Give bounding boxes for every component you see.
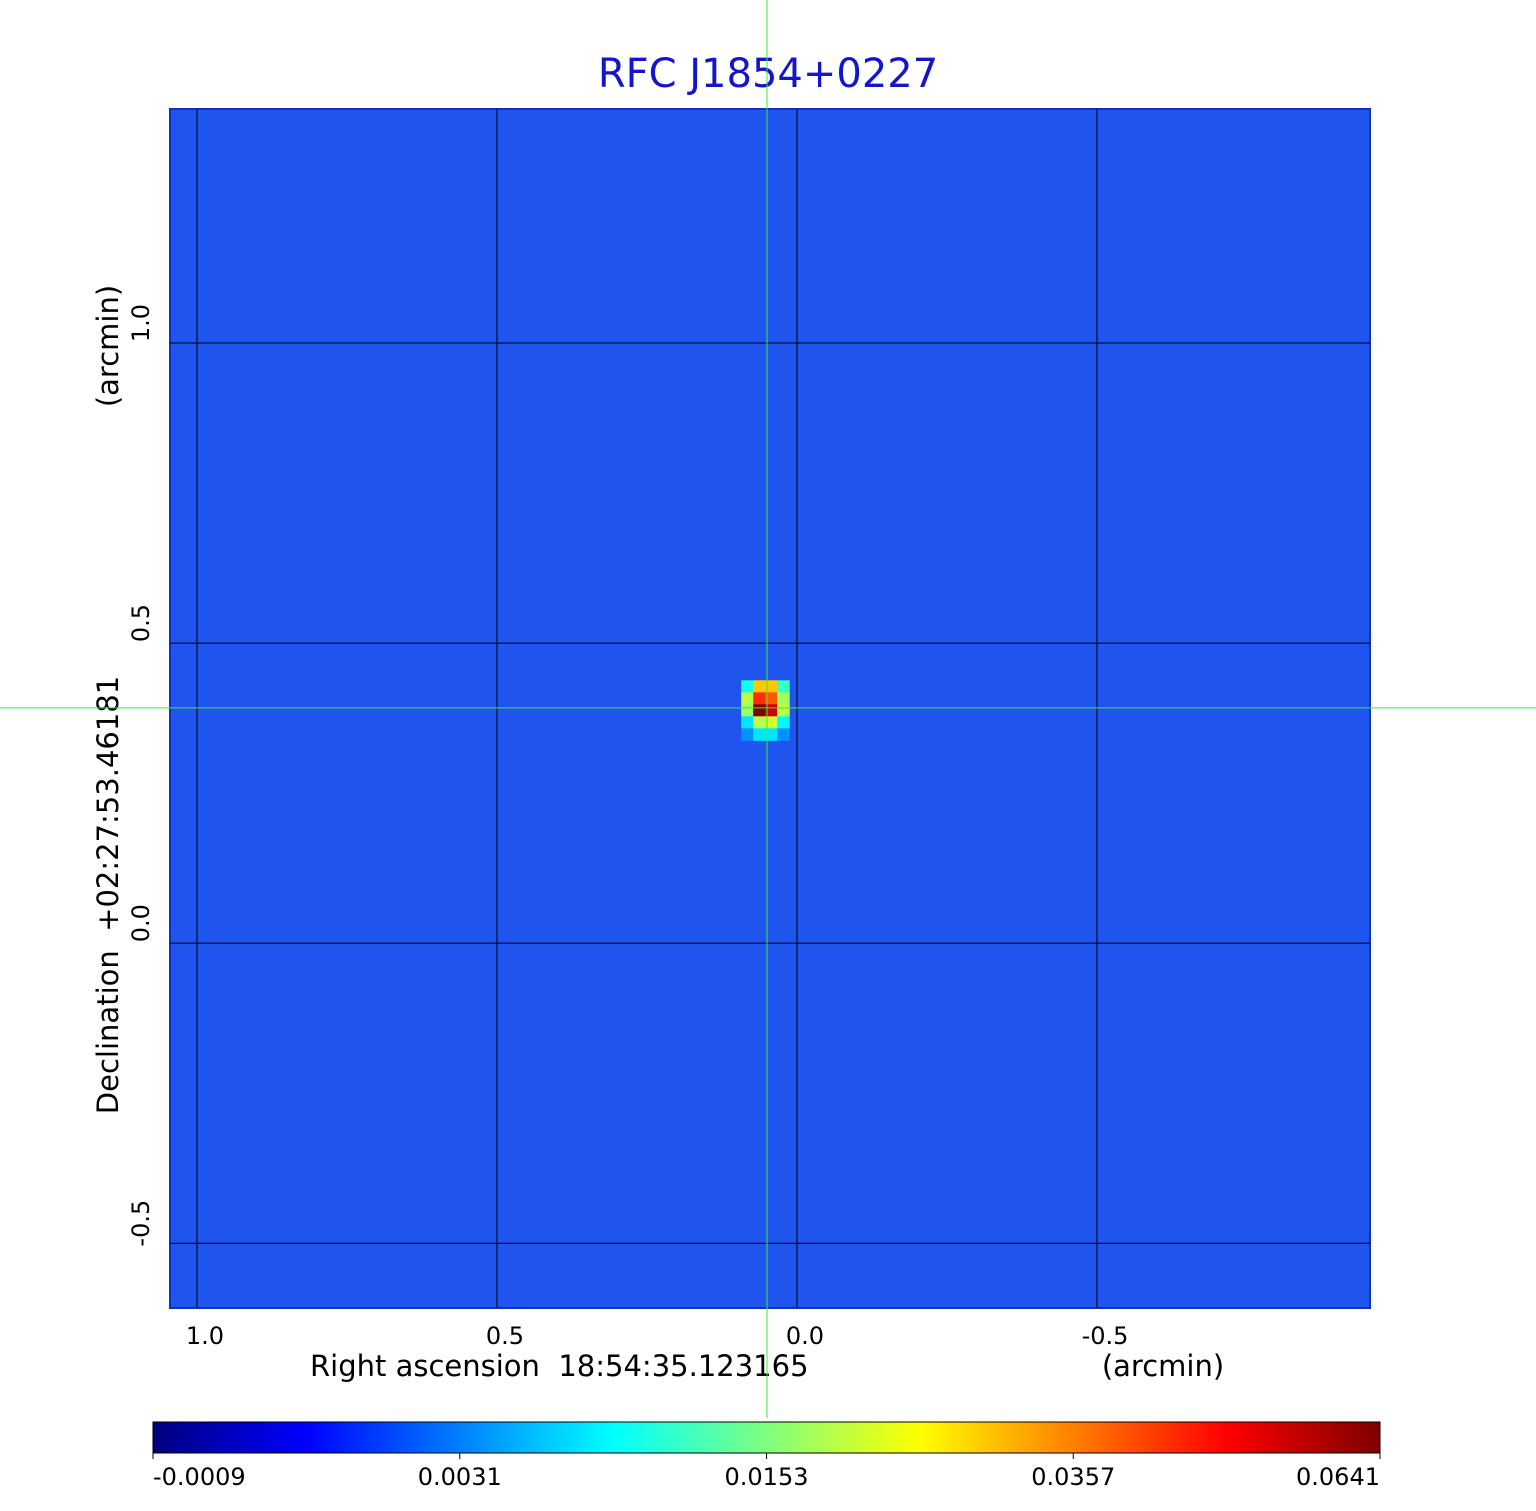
x-axis-label: Right ascension 18:54:35.123165 bbox=[310, 1349, 809, 1383]
colorbar-tick-label: 0.0357 bbox=[1031, 1463, 1115, 1491]
heatmap-cell bbox=[777, 716, 790, 729]
y-axis-label: Declination +02:27:53.46181 bbox=[91, 676, 125, 1114]
heatmap-cell bbox=[765, 680, 778, 693]
colorbar-tick-label: -0.0009 bbox=[153, 1463, 246, 1491]
y-tick-label: -0.5 bbox=[127, 1200, 155, 1247]
heatmap-cell bbox=[765, 692, 778, 705]
x-tick-label: 1.0 bbox=[186, 1322, 224, 1350]
heatmap-cell bbox=[753, 680, 766, 693]
chart-title: RFC J1854+0227 bbox=[598, 51, 938, 97]
heatmap-cell bbox=[741, 716, 754, 729]
heatmap-cell bbox=[777, 704, 790, 717]
heatmap-cell bbox=[741, 728, 754, 741]
x-tick-label: 0.5 bbox=[486, 1322, 524, 1350]
colorbar bbox=[152, 1421, 1381, 1454]
y-tick-label: 0.5 bbox=[127, 604, 155, 642]
heatmap-cell bbox=[753, 716, 766, 729]
heatmap-cell bbox=[777, 692, 790, 705]
heatmap-cell bbox=[777, 680, 790, 693]
heatmap-cell bbox=[741, 692, 754, 705]
heatmap-cell bbox=[765, 716, 778, 729]
colorbar-tick-label: 0.0031 bbox=[418, 1463, 502, 1491]
y-tick-label: 1.0 bbox=[127, 304, 155, 342]
heatmap-cell bbox=[753, 692, 766, 705]
x-tick-label: -0.5 bbox=[1082, 1322, 1129, 1350]
x-tick-label: 0.0 bbox=[786, 1322, 824, 1350]
heatmap-cell bbox=[765, 728, 778, 741]
y-axis-unit: (arcmin) bbox=[91, 285, 125, 407]
heatmap-cell bbox=[753, 704, 766, 717]
heatmap-cell bbox=[741, 680, 754, 693]
heatmap-cell bbox=[753, 728, 766, 741]
colorbar-tick-label: 0.0153 bbox=[725, 1463, 809, 1491]
heatmap-cell bbox=[777, 728, 790, 741]
x-axis-unit: (arcmin) bbox=[1102, 1349, 1224, 1383]
heatmap-cell bbox=[741, 704, 754, 717]
colorbar-tick-label: 0.0641 bbox=[1296, 1463, 1380, 1491]
y-tick-label: 0.0 bbox=[127, 904, 155, 942]
